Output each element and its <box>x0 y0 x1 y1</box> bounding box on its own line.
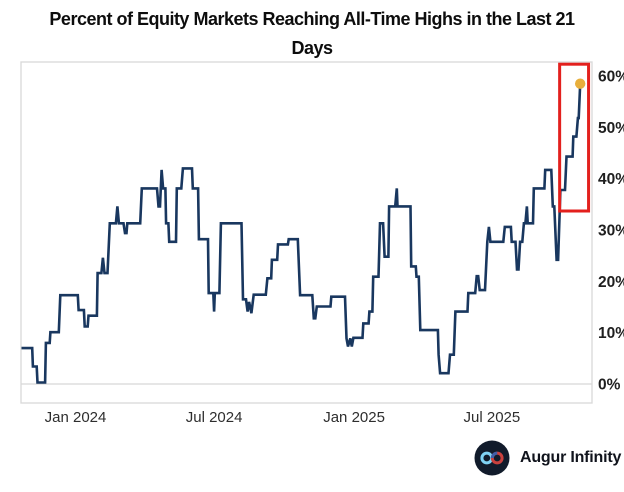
chart-title: Percent of Equity Markets Reaching All-T… <box>0 5 624 63</box>
x-tick-label: Jan 2024 <box>45 409 107 426</box>
y-tick-label: 40% <box>598 171 624 188</box>
y-axis-labels: 0% 10% 20% 30% 40% 50% 60% <box>598 69 624 394</box>
y-tick-label: 30% <box>598 223 624 240</box>
chart-title-line1: Percent of Equity Markets Reaching All-T… <box>49 9 575 29</box>
y-tick-label: 20% <box>598 274 624 291</box>
latest-value-dot <box>574 78 586 89</box>
brand-name: Augur Infinity <box>520 449 622 466</box>
y-tick-label: 60% <box>598 69 624 86</box>
infinity-logo-icon <box>474 440 510 476</box>
y-tick-label: 50% <box>598 120 624 137</box>
x-axis-labels: Jan 2024 Jul 2024 Jan 2025 Jul 2025 <box>45 409 521 426</box>
plot-frame <box>20 61 593 404</box>
y-tick-label: 0% <box>598 377 621 394</box>
x-tick-label: Jul 2024 <box>186 409 243 426</box>
chart-line <box>21 83 582 384</box>
x-tick-label: Jan 2025 <box>323 409 385 426</box>
chart-title-line2: Days <box>291 38 333 58</box>
y-tick-label: 10% <box>598 325 624 342</box>
highlight-box <box>558 62 591 213</box>
x-tick-label: Jul 2025 <box>464 409 521 426</box>
brand-footer: Augur Infinity <box>474 440 621 476</box>
